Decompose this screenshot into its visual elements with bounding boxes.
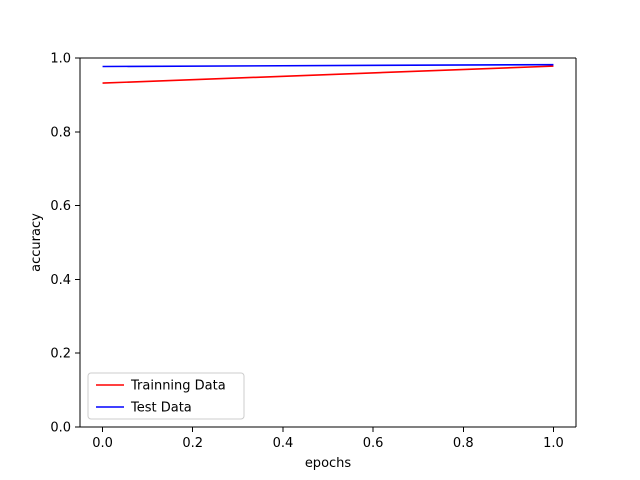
y-tick-label: 0.6 xyxy=(50,199,71,214)
series-line-trainning-data xyxy=(102,65,554,84)
series-layer xyxy=(102,63,554,84)
x-axis-label: epochs xyxy=(305,456,352,471)
x-tick-label: 0.4 xyxy=(273,436,294,451)
x-tick-label: 1.0 xyxy=(543,436,564,451)
y-tick-label: 0.2 xyxy=(50,347,71,362)
legend-box xyxy=(87,372,245,420)
x-tick-label: 0.2 xyxy=(182,436,203,451)
y-tick-label: 0.4 xyxy=(50,273,71,288)
legend: Trainning Data Test Data xyxy=(87,372,245,420)
y-tick-label: 0.0 xyxy=(50,421,71,436)
y-tick-label: 0.8 xyxy=(50,125,71,140)
ticks-layer: 0.0 0.2 0.4 0.6 0.8 1.0 0.0 0.2 0.4 0.6 0.8 1.0 xyxy=(50,52,563,452)
legend-label-test-data: Test Data xyxy=(130,401,192,416)
legend-label-trainning-data: Trainning Data xyxy=(130,379,226,394)
x-tick-label: 0.6 xyxy=(363,436,384,451)
y-tick-label: 1.0 xyxy=(50,52,71,67)
plot-area xyxy=(80,58,576,427)
y-axis-label: accuracy xyxy=(29,213,44,272)
axes-layer xyxy=(79,57,577,428)
x-tick-label: 0.0 xyxy=(92,436,113,451)
series-line-test-data xyxy=(102,63,554,68)
x-tick-label: 0.8 xyxy=(453,436,474,451)
